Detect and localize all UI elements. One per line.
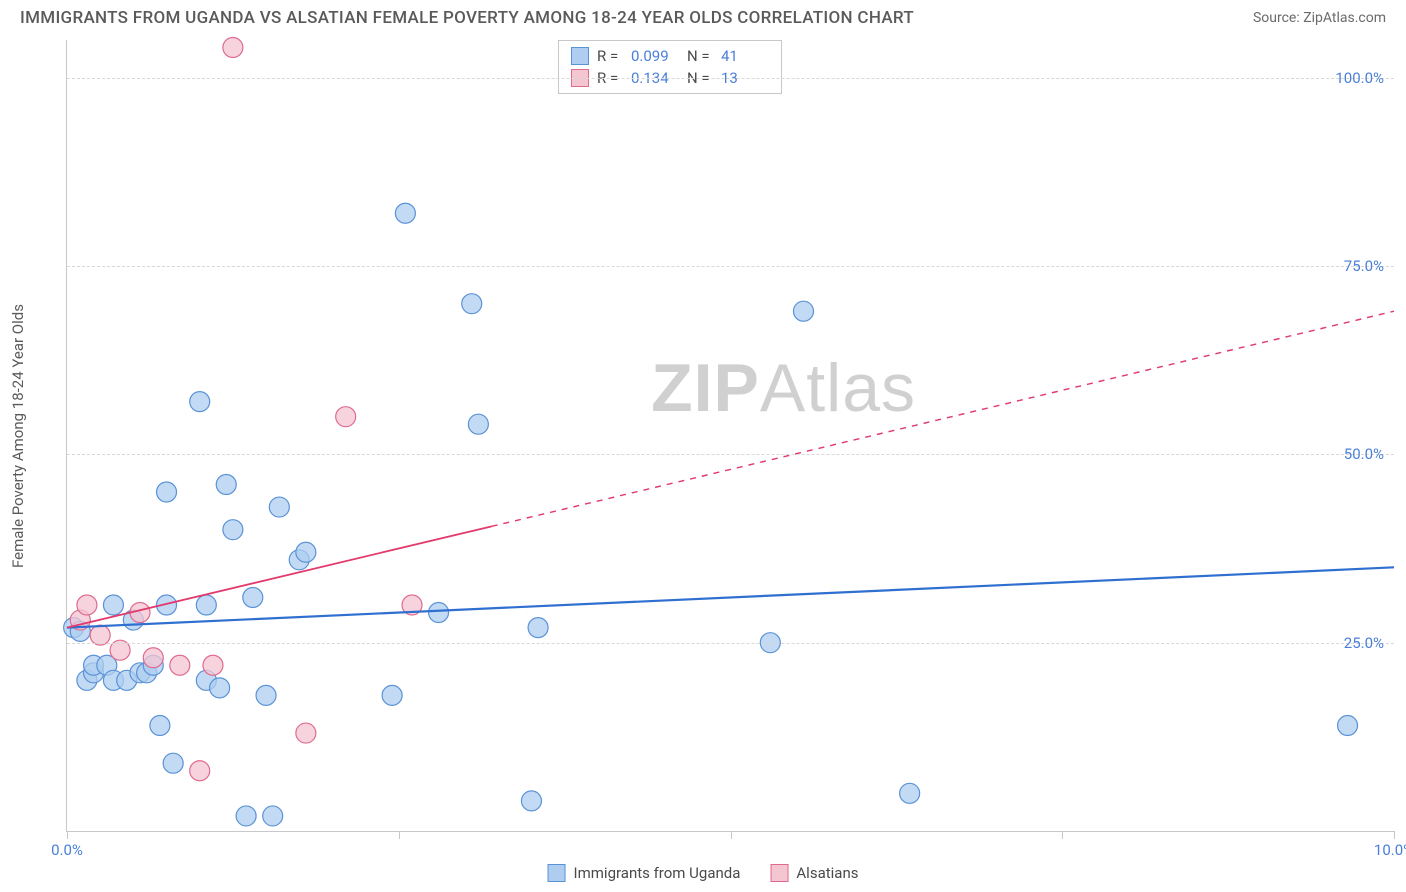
- trend-line-dashed: [492, 311, 1394, 526]
- data-point: [77, 595, 97, 615]
- x-tick-label: 0.0%: [51, 841, 83, 859]
- chart-header: IMMIGRANTS FROM UGANDA VS ALSATIAN FEMAL…: [0, 0, 1406, 32]
- data-point: [243, 587, 263, 607]
- data-point: [793, 301, 813, 321]
- n-label: N =: [687, 47, 713, 65]
- chart-source: Source: ZipAtlas.com: [1253, 10, 1386, 26]
- r-value: 0.099: [631, 47, 679, 65]
- series-legend-label: Alsatians: [796, 864, 858, 882]
- data-point: [900, 783, 920, 803]
- y-axis-label: Female Poverty Among 18-24 Year Olds: [9, 304, 27, 568]
- gridline: [67, 454, 1394, 455]
- data-point: [157, 482, 177, 502]
- chart-container: Female Poverty Among 18-24 Year Olds ZIP…: [48, 40, 1394, 832]
- data-point: [269, 497, 289, 517]
- data-point: [296, 542, 316, 562]
- y-tick-label: 25.0%: [1344, 634, 1384, 652]
- trend-line: [67, 567, 1394, 627]
- x-tick: [399, 831, 400, 839]
- series-legend-label: Immigrants from Uganda: [574, 864, 741, 882]
- data-point: [468, 414, 488, 434]
- data-point: [103, 595, 123, 615]
- data-point: [210, 678, 230, 698]
- legend-swatch: [770, 864, 788, 882]
- stat-legend-row: R = 0.099 N = 41: [571, 45, 769, 67]
- x-tick: [67, 831, 68, 839]
- data-point: [462, 294, 482, 314]
- y-tick-label: 75.0%: [1344, 257, 1384, 275]
- data-point: [256, 685, 276, 705]
- data-point: [382, 685, 402, 705]
- series-legend: Immigrants from Uganda Alsatians: [548, 864, 859, 882]
- data-point: [150, 716, 170, 736]
- plot-area: ZIPAtlas R =0.099N =41R =0.134N =13 25.0…: [66, 40, 1394, 832]
- legend-swatch: [548, 864, 566, 882]
- data-point: [395, 203, 415, 223]
- data-point: [190, 761, 210, 781]
- data-point: [429, 603, 449, 623]
- stat-legend: R =0.099N =41R =0.134N =13: [558, 40, 782, 94]
- n-value: 41: [721, 47, 769, 65]
- gridline: [67, 643, 1394, 644]
- chart-title: IMMIGRANTS FROM UGANDA VS ALSATIAN FEMAL…: [20, 8, 914, 28]
- legend-swatch: [571, 47, 589, 65]
- data-point: [190, 392, 210, 412]
- gridline: [67, 266, 1394, 267]
- y-tick-label: 100.0%: [1335, 69, 1384, 87]
- data-point: [521, 791, 541, 811]
- data-point: [223, 38, 243, 58]
- data-point: [216, 474, 236, 494]
- x-tick: [731, 831, 732, 839]
- y-tick-label: 50.0%: [1344, 445, 1384, 463]
- gridline: [67, 78, 1394, 79]
- data-point: [263, 806, 283, 826]
- data-point: [528, 618, 548, 638]
- data-point: [163, 753, 183, 773]
- data-point: [223, 520, 243, 540]
- data-point: [203, 655, 223, 675]
- data-point: [1338, 716, 1358, 736]
- data-point: [170, 655, 190, 675]
- r-label: R =: [597, 47, 623, 65]
- data-point: [336, 407, 356, 427]
- data-point: [296, 723, 316, 743]
- series-legend-item: Immigrants from Uganda: [548, 864, 741, 882]
- x-tick: [1394, 831, 1395, 839]
- plot-svg: [67, 40, 1394, 831]
- data-point: [196, 595, 216, 615]
- x-tick: [1062, 831, 1063, 839]
- x-tick-label: 10.0%: [1374, 841, 1406, 859]
- trend-line: [67, 526, 492, 627]
- data-point: [236, 806, 256, 826]
- data-point: [143, 648, 163, 668]
- series-legend-item: Alsatians: [770, 864, 858, 882]
